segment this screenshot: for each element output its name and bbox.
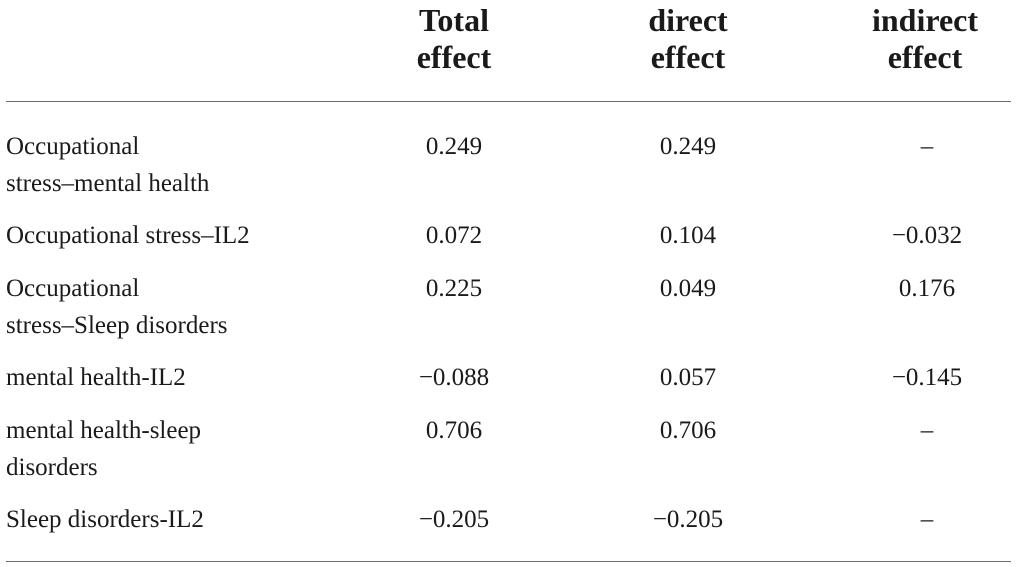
cell-total-effect: 0.249 — [425, 133, 483, 160]
cell-total-effect: 0.706 — [425, 417, 483, 444]
header-total-effect: Total effect — [416, 2, 492, 75]
cell-direct-effect: 0.057 — [659, 364, 717, 391]
cell-total-effect: 0.072 — [425, 222, 483, 249]
cell-total-effect: −0.205 — [418, 506, 490, 533]
cell-total-effect: 0.225 — [425, 275, 483, 302]
row-label-line: mental health-sleep — [6, 417, 202, 444]
cell-indirect-effect: −0.145 — [891, 364, 963, 391]
row-label-line: Occupational — [6, 133, 140, 160]
cell-indirect-effect: – — [920, 133, 934, 160]
cell-direct-effect: 0.249 — [659, 133, 717, 160]
cell-indirect-effect: −0.032 — [891, 222, 963, 249]
cell-indirect-effect: 0.176 — [898, 275, 956, 302]
cell-direct-effect: −0.205 — [652, 506, 724, 533]
cell-direct-effect: 0.104 — [659, 222, 717, 249]
cell-direct-effect: 0.049 — [659, 275, 717, 302]
header-direct-effect: direct effect — [648, 2, 728, 75]
cell-indirect-effect: – — [920, 506, 934, 533]
cell-direct-effect: 0.706 — [659, 417, 717, 444]
row-label-line: Occupational — [6, 275, 140, 302]
row-label-line: Sleep disorders-IL2 — [6, 506, 204, 533]
table-top-rule — [6, 101, 1011, 102]
cell-indirect-effect: – — [920, 417, 934, 444]
row-label-line: stress–mental health — [6, 170, 210, 197]
row-label-line: Occupational stress–IL2 — [6, 222, 250, 249]
cell-total-effect: −0.088 — [418, 364, 490, 391]
row-label-line: mental health-IL2 — [6, 364, 186, 391]
header-indirect-effect: indirect effect — [871, 2, 979, 75]
row-label-line: disorders — [6, 454, 98, 481]
row-label-line: stress–Sleep disorders — [6, 312, 228, 339]
table-bottom-rule — [6, 561, 1011, 562]
